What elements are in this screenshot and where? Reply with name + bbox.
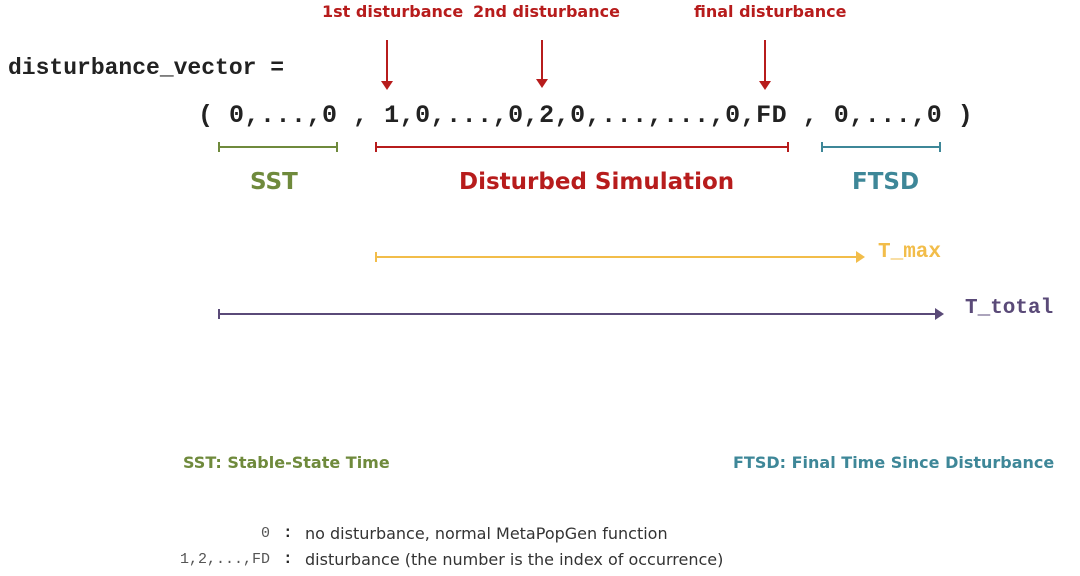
disturbed-bracket	[375, 142, 789, 152]
tmax-arrowhead-icon	[856, 251, 865, 263]
vector-separator: ,	[802, 101, 819, 130]
vector-separator: ,	[353, 101, 369, 130]
key-description-disturbances: disturbance (the number is the index of …	[305, 550, 724, 569]
ftsd-label: FTSD	[852, 169, 920, 195]
ftsd-definition: FTSD: Final Time Since Disturbance	[733, 453, 1055, 472]
key-symbol-zero: 0	[260, 525, 270, 542]
key-description-zero: no disturbance, normal MetaPopGen functi…	[305, 524, 668, 543]
sst-bracket	[218, 142, 338, 152]
variable-name: disturbance_vector =	[8, 55, 285, 81]
tmax-label: T_max	[878, 241, 942, 264]
key-colon: :	[283, 524, 293, 542]
second-disturbance-arrow-icon	[536, 40, 548, 88]
vector-ftsd-part: 0,...,0 )	[833, 101, 974, 130]
first-disturbance-arrow-icon	[381, 40, 393, 90]
second-disturbance-label: 2nd disturbance	[473, 2, 620, 21]
ttotal-arrowhead-icon	[935, 308, 944, 320]
final-disturbance-arrow-icon	[759, 40, 771, 90]
sst-label: SST	[250, 169, 298, 195]
ttotal-timeline	[218, 308, 944, 320]
vector-disturbed-part: 1,0,...,0,2,0,...,...,0,	[384, 101, 757, 130]
final-disturbance-label: final disturbance	[694, 2, 847, 21]
vector-sst-part: ( 0,...,0	[198, 101, 338, 130]
ttotal-label: T_total	[965, 297, 1054, 320]
key-symbol-disturbances: 1,2,...,FD	[179, 551, 270, 568]
disturbed-simulation-label: Disturbed Simulation	[459, 169, 735, 195]
tmax-timeline	[375, 251, 865, 263]
ftsd-bracket	[821, 142, 941, 152]
sst-definition: SST: Stable-State Time	[183, 453, 390, 472]
vector-fd: FD	[756, 101, 788, 130]
key-colon: :	[283, 550, 293, 568]
vector-expression: ( 0,...,0 , 1,0,...,0,2,0,...,...,0,FD ,…	[198, 101, 973, 130]
first-disturbance-label: 1st disturbance	[322, 2, 464, 21]
